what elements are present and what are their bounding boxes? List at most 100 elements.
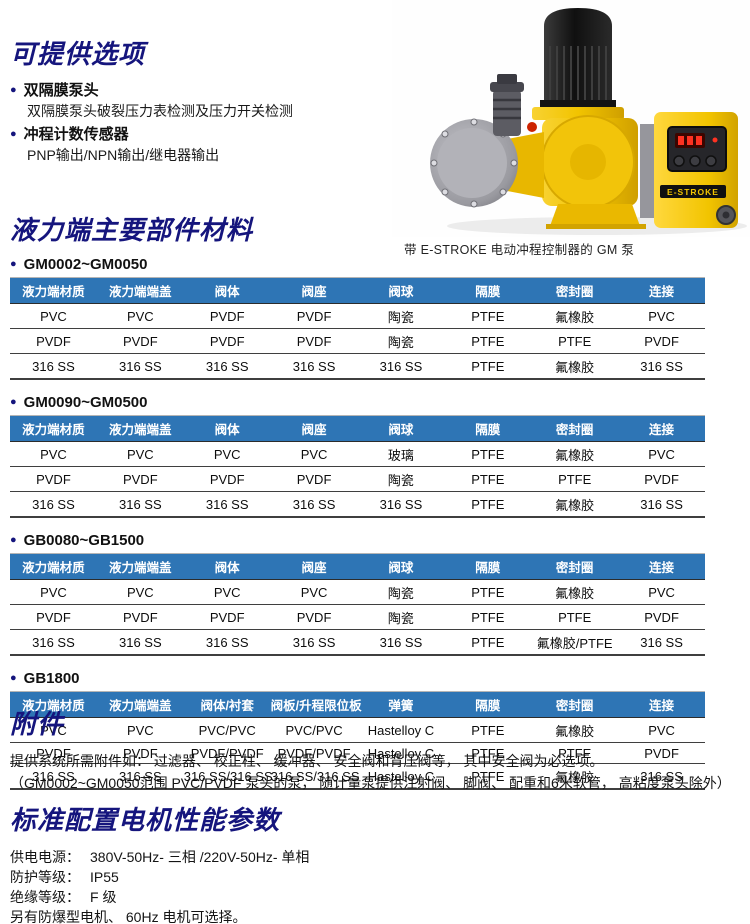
table-cell: PVC: [40, 446, 67, 462]
table-row: 316 SS 316 SS 316 SS 316 SS 316 SS PTFE 氟橡胶 316…: [10, 353, 705, 379]
table-row: 316 SS 316 SS 316 SS/316 SS 316 SS/316 SS Ha…: [10, 763, 705, 789]
table-row: PVDF PVDF PVDF PVDF 陶瓷 PTFE PTFE PVDF: [10, 328, 705, 354]
model-range-row: ● GM0002~GM0050: [10, 256, 710, 273]
table-cell: 316 SS: [618, 353, 705, 379]
materials-section-title: 液力端主要部件材料: [10, 215, 254, 245]
table-cell: PVDF: [96, 466, 184, 492]
header-row: 液力端材质 液力端端盖 阀体 阀座 阀球 隔膜 密封圈 连接: [10, 415, 705, 442]
bullet-icon: ●: [10, 128, 17, 140]
table-cell: 316 SS: [357, 353, 445, 379]
table-cell: PVC: [40, 308, 67, 324]
table-cell: 316 SS: [10, 763, 97, 789]
table-cell: PVC: [648, 722, 675, 738]
model-range-row: ● GB1800: [10, 670, 710, 687]
column-header: 阀体: [183, 415, 271, 442]
accessories-line: （GM0002~GM0050范围 PVC/PVDF 泵头的泵， 随计量泵提供注射…: [10, 775, 731, 791]
e-stroke-label: E-STROKE: [667, 187, 719, 197]
table-cell: PTFE: [444, 629, 532, 655]
table-cell: PVC: [300, 446, 328, 462]
table-row: PVDF PVDF PVDF/PVDF PVDF/PVDF Hastelloy C PTF…: [10, 742, 705, 764]
column-header: 隔膜: [444, 553, 532, 580]
pump-caption: 带 E-STROKE 电动冲程控制器的 GM 泵: [404, 243, 635, 257]
table-cell: 316 SS: [270, 353, 358, 379]
table-cell: PTFE: [531, 466, 619, 492]
model-range-row: ● GB0080~GB1500: [10, 532, 710, 549]
table-cell: PTFE: [444, 491, 532, 517]
table-cell: 氟橡胶: [531, 763, 619, 789]
table-cell: PVDF: [10, 604, 97, 630]
column-header: 密封圈: [531, 553, 619, 580]
bullet-icon: ●: [10, 534, 17, 546]
pump-motor: [540, 8, 616, 107]
param-value: IP55: [90, 869, 119, 885]
table-row: PVDF PVDF PVDF PVDF 陶瓷 PTFE PTFE PVDF: [10, 604, 705, 630]
table-cell: 316 SS: [96, 763, 184, 789]
table-cell: 316 SS/316 SS: [183, 763, 273, 789]
table-cell: PVDF: [270, 328, 358, 354]
table-cell: PTFE: [471, 722, 505, 738]
table-cell: PVDF: [618, 604, 705, 630]
column-header: 液力端材质: [10, 277, 97, 304]
table-cell: PVDF: [618, 742, 705, 764]
table-cell: 316 SS: [10, 629, 97, 655]
table-cell: PVDF: [10, 466, 97, 492]
pump-photo: E-STROKE: [392, 0, 750, 237]
table-cell: 316 SS: [10, 353, 97, 379]
table-cell: PTFE: [444, 763, 532, 789]
model-range-row: ● GM0090~GM0500: [10, 394, 710, 411]
table-cell: PVC: [213, 584, 241, 600]
table-cell: PVDF: [96, 328, 184, 354]
table-cell: PTFE: [471, 308, 505, 324]
materials-table: 液力端材质 液力端端盖 阀体 阀座 阀球 隔膜 密封圈 连接 PVC PVC PVC PVC 陶瓷 PT…: [10, 553, 705, 656]
column-header: 密封圈: [531, 277, 619, 304]
header-row: 液力端材质 液力端端盖 阀体 阀座 阀球 隔膜 密封圈 连接: [10, 277, 705, 304]
table-cell: PVC: [648, 584, 675, 600]
table-cell: PTFE: [444, 328, 532, 354]
column-header: 连接: [618, 415, 705, 442]
table-cell: 氟橡胶/PTFE: [531, 629, 619, 655]
table-cell: 氟橡胶: [531, 491, 619, 517]
option-label: 冲程计数传感器: [23, 126, 129, 143]
table-cell: 316 SS: [270, 629, 358, 655]
table-cell: 316 SS: [183, 353, 271, 379]
table-cell: 氟橡胶: [531, 353, 619, 379]
material-table-group: ● GB1800 液力端材质 液力端端盖 阀体/衬套 阀板/升程限位板 弹簧 隔膜 密封圈连…: [10, 670, 710, 790]
table-cell: PVC/PVC: [285, 722, 343, 738]
column-header: 隔膜: [444, 415, 532, 442]
bullet-icon: ●: [10, 672, 17, 684]
table-cell: Hastelloy C: [367, 722, 435, 738]
accessories-section: 附件 提供系统所需附件如： 过滤器、 校正柱、 缓冲器、 安全阀和背压阀等， 其…: [10, 704, 745, 794]
pump-body: [541, 115, 646, 229]
motor-param-row: 供电电源： 380V-50Hz- 三相 /220V-50Hz- 单相: [10, 847, 730, 867]
table-cell: PVC/PVC: [198, 722, 256, 738]
column-header: 液力端材质: [10, 553, 97, 580]
materials-table: 液力端材质 液力端端盖 阀体 阀座 阀球 隔膜 密封圈 连接 PVC PVC PVDF PVDF 陶瓷…: [10, 277, 705, 380]
column-header: 液力端端盖: [96, 415, 184, 442]
motor-note: 另有防爆型电机、 60Hz 电机可选择。: [10, 909, 247, 924]
e-stroke-badge: [660, 185, 726, 198]
param-label: 绝缘等级：: [10, 889, 80, 905]
material-table-group: ● GM0002~GM0050 液力端材质 液力端端盖 阀体 阀座 阀球 隔膜 密封圈 连接 …: [10, 256, 710, 380]
table-cell: 玻璃: [387, 447, 414, 463]
table-cell: 316 SS: [357, 491, 445, 517]
material-table-group: ● GM0090~GM0500 液力端材质 液力端端盖 阀体 阀座 阀球 隔膜 密封圈 连接 …: [10, 394, 710, 518]
red-knob: [527, 122, 537, 132]
motor-section: 标准配置电机性能参数 供电电源： 380V-50Hz- 三相 /220V-50H…: [10, 800, 730, 924]
table-cell: 氟橡胶: [555, 585, 595, 601]
column-header: 阀座: [270, 277, 358, 304]
column-header: 阀球: [357, 277, 445, 304]
table-cell: PTFE: [471, 446, 505, 462]
table-row: PVC PVC PVC PVC 陶瓷 PTFE 氟橡胶 PVC: [10, 580, 705, 605]
table-cell: PVDF: [96, 604, 184, 630]
table-cell: 316 SS: [618, 629, 705, 655]
table-cell: PVC: [648, 308, 675, 324]
options-section: 可提供选项 ● 双隔膜泵头 双隔膜泵头破裂压力表检测及压力开关检测 ● 冲程计数…: [10, 34, 402, 165]
table-cell: PVDF: [296, 308, 332, 324]
table-cell: 陶瓷: [387, 585, 414, 601]
table-cell: PVDF: [183, 328, 271, 354]
pump-figure: E-STROKE 带 E-STROKE 电动冲程控制器的 GM 泵: [392, 0, 750, 258]
option-detail: 双隔膜泵头破裂压力表检测及压力开关检测: [27, 103, 293, 119]
column-header: 阀体/衬套: [183, 691, 271, 718]
table-cell: PTFE: [444, 466, 532, 492]
